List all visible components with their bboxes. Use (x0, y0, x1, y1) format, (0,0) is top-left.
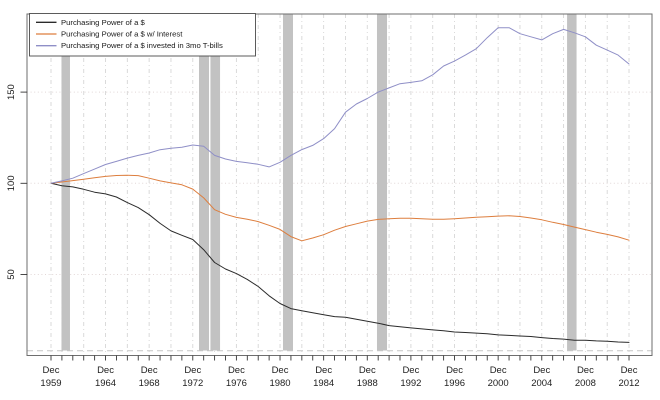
x-axis-label-year: 1964 (95, 378, 116, 389)
series-line-1 (50, 174, 630, 242)
x-axis-label-month: Dec (446, 365, 463, 376)
x-axis-label-month: Dec (533, 365, 550, 376)
y-axis-label: 150 (6, 84, 17, 100)
y-axis-label: 100 (6, 175, 17, 191)
legend-entry-label: Purchasing Power of a $ invested in 3mo … (61, 41, 223, 50)
x-axis-label-month: Dec (315, 365, 332, 376)
x-axis-label-year: 2004 (531, 378, 552, 389)
x-axis-label-year: 1968 (139, 378, 160, 389)
x-axis-label-year: 2000 (488, 378, 509, 389)
x-axis-label-year: 2008 (575, 378, 596, 389)
legend: Purchasing Power of a $ Purchasing Power … (29, 13, 256, 57)
x-axis-label-year: 1980 (269, 378, 290, 389)
x-axis-label-month: Dec (402, 365, 419, 376)
legend-entry-label: Purchasing Power of a $ (61, 18, 145, 27)
x-axis-label-year: 1992 (400, 378, 421, 389)
x-axis-label-month: Dec (97, 365, 114, 376)
recession-band (282, 14, 294, 351)
x-axis-label-year: 2012 (618, 378, 639, 389)
series-line-0 (50, 182, 630, 343)
x-axis-label-year: 1972 (182, 378, 203, 389)
x-axis-label-month: Dec (490, 365, 507, 376)
recession-band (376, 14, 388, 351)
x-axis-label-month: Dec (141, 365, 158, 376)
x-axis-label-year: 1996 (444, 378, 465, 389)
plot-box (26, 13, 653, 356)
x-axis-label-month: Dec (228, 365, 245, 376)
recession-band (61, 14, 70, 351)
x-axis-label-month: Dec (359, 365, 376, 376)
x-axis-label-year: 1976 (226, 378, 247, 389)
x-axis-label-month: Dec (184, 365, 201, 376)
x-axis-label-month: Dec (621, 365, 638, 376)
series-line-2 (50, 27, 630, 184)
x-axis-label-year: 1988 (357, 378, 378, 389)
legend-entry-label: Purchasing Power of a $ w/ Interest (61, 30, 183, 39)
recession-band (567, 14, 577, 351)
legend-box (29, 13, 256, 57)
recession-band (198, 14, 210, 351)
x-axis-label-year: 1984 (313, 378, 334, 389)
x-axis-label-month: Dec (43, 365, 60, 376)
x-axis-label-year: 1959 (40, 378, 61, 389)
recession-band (210, 14, 221, 351)
x-axis-label-month: Dec (577, 365, 594, 376)
x-axis-label-month: Dec (272, 365, 289, 376)
y-axis-label: 50 (6, 269, 17, 280)
